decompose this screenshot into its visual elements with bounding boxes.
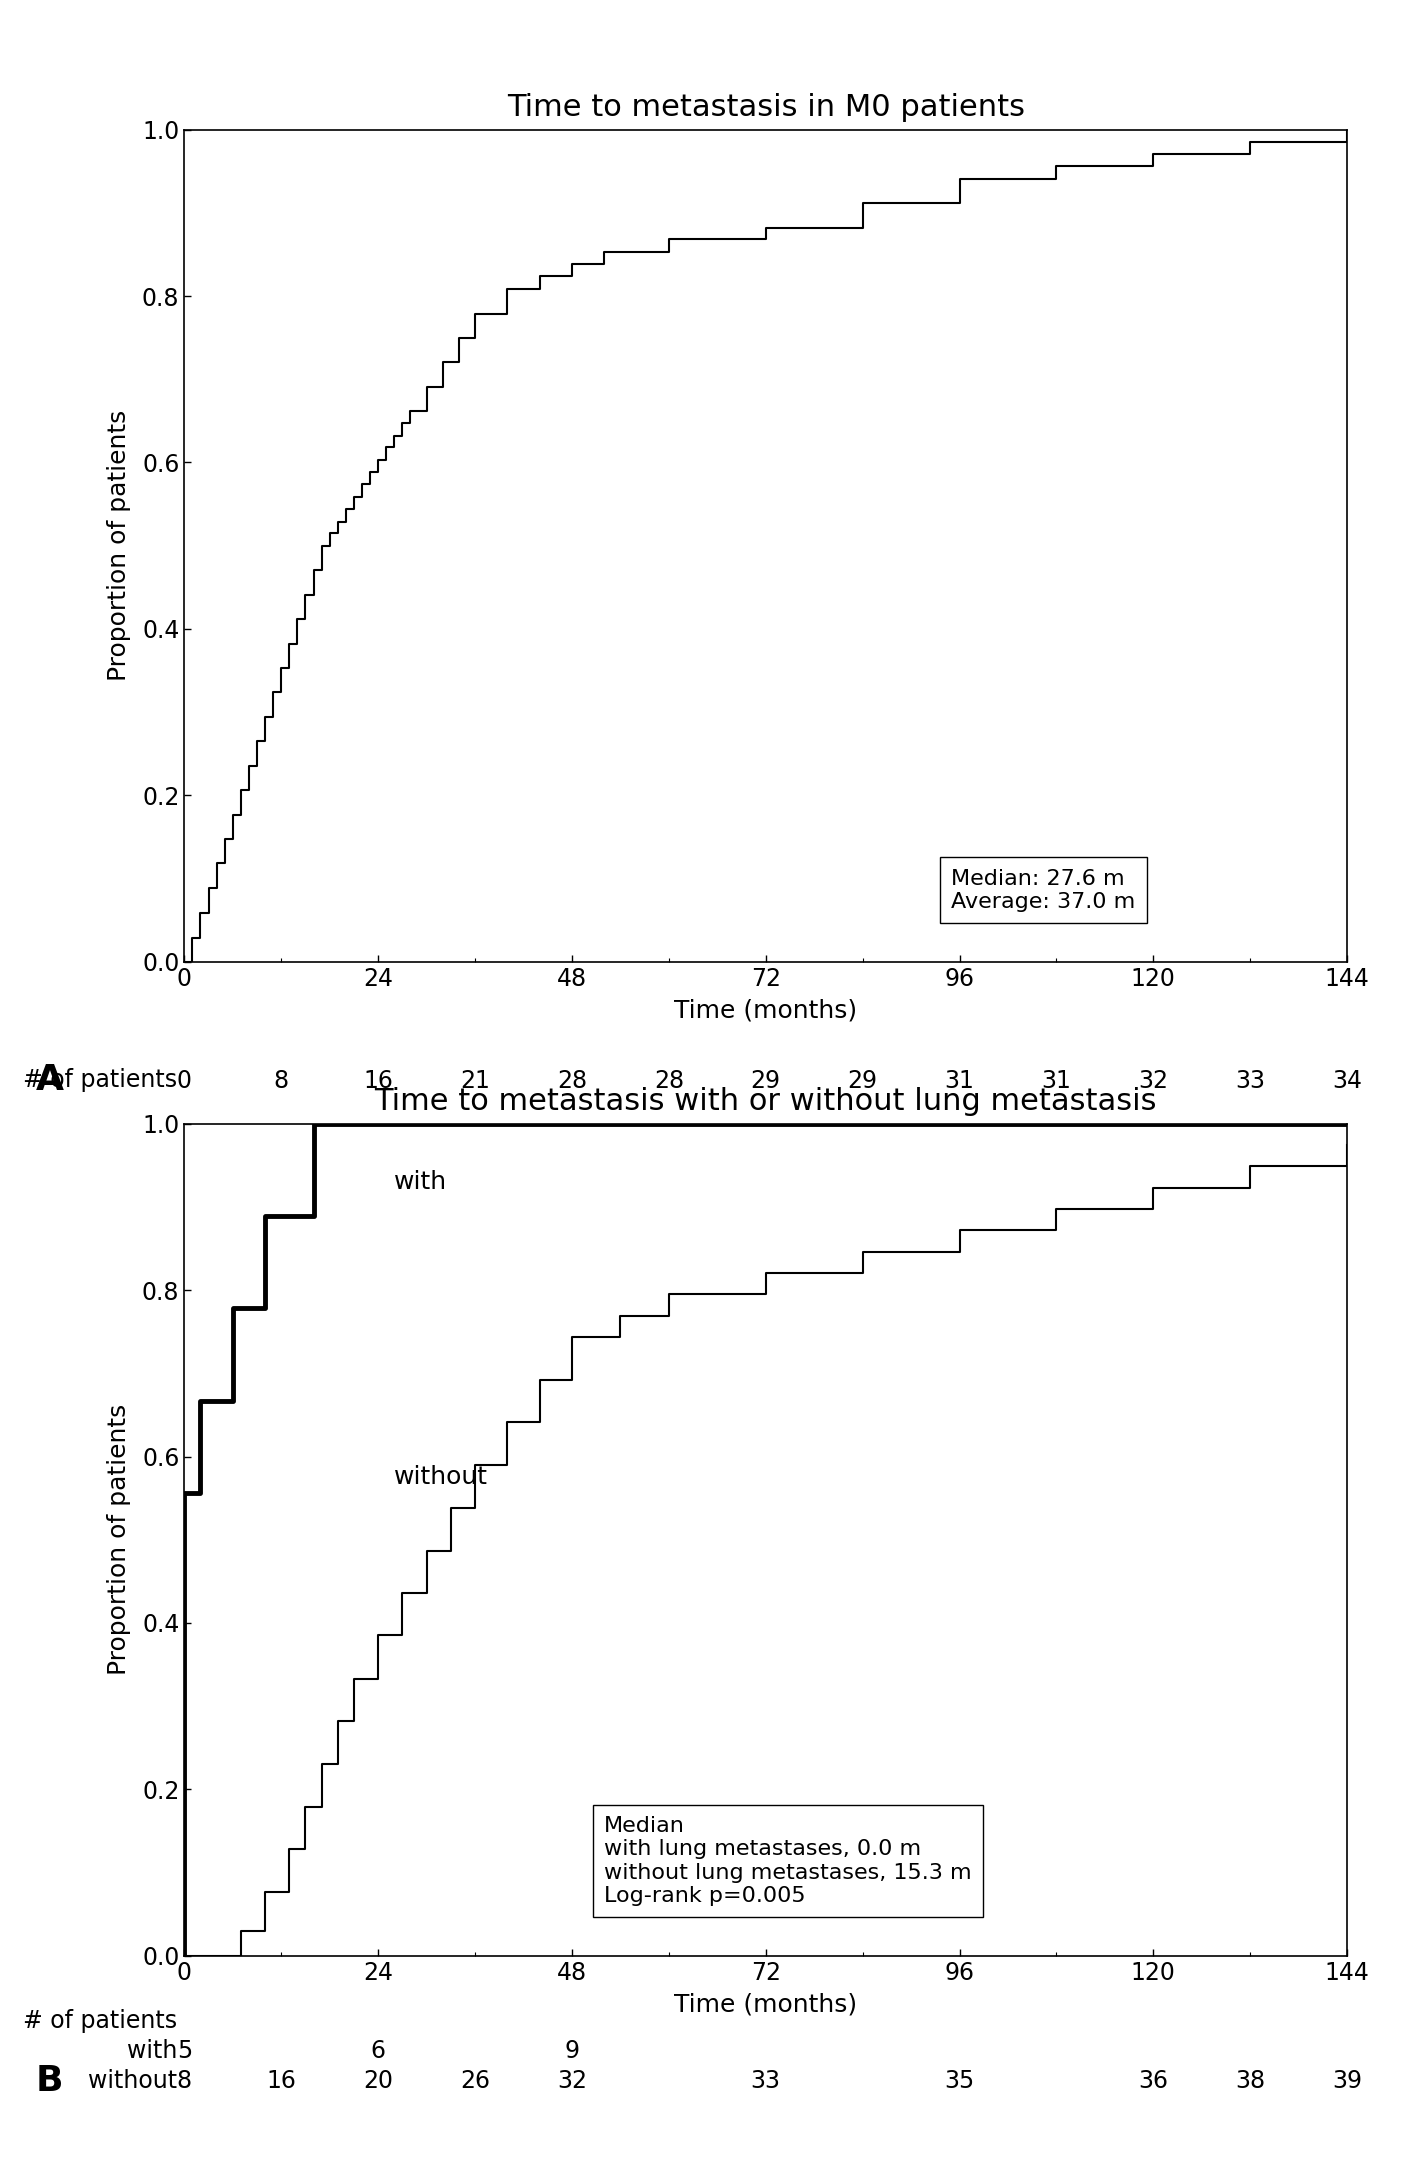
Text: 39: 39 — [1332, 2068, 1363, 2094]
Text: 28: 28 — [557, 1068, 587, 1093]
Text: 38: 38 — [1235, 2068, 1265, 2094]
Text: 36: 36 — [1139, 2068, 1168, 2094]
Text: # of patients: # of patients — [23, 1068, 177, 1093]
Text: without: without — [394, 1465, 488, 1489]
Text: 28: 28 — [654, 1068, 683, 1093]
Text: 16: 16 — [267, 2068, 296, 2094]
Text: 9: 9 — [564, 2038, 580, 2064]
Y-axis label: Proportion of patients: Proportion of patients — [106, 411, 130, 681]
Text: # of patients: # of patients — [23, 2008, 177, 2034]
Text: A: A — [35, 1063, 64, 1098]
Text: 8: 8 — [177, 2068, 191, 2094]
X-axis label: Time (months): Time (months) — [674, 998, 858, 1022]
Text: B: B — [35, 2064, 62, 2098]
Text: 31: 31 — [944, 1068, 974, 1093]
Y-axis label: Proportion of patients: Proportion of patients — [106, 1405, 130, 1675]
Text: 32: 32 — [1139, 1068, 1168, 1093]
Text: without: without — [88, 2068, 177, 2094]
Title: Time to metastasis in M0 patients: Time to metastasis in M0 patients — [506, 93, 1025, 121]
Text: 32: 32 — [557, 2068, 587, 2094]
Title: Time to metastasis with or without lung metastasis: Time to metastasis with or without lung … — [374, 1087, 1157, 1115]
Text: 29: 29 — [750, 1068, 781, 1093]
Text: 21: 21 — [459, 1068, 491, 1093]
Text: 34: 34 — [1332, 1068, 1363, 1093]
X-axis label: Time (months): Time (months) — [674, 1992, 858, 2016]
Text: 20: 20 — [363, 2068, 393, 2094]
Text: 0: 0 — [177, 1068, 191, 1093]
Text: with: with — [126, 2038, 177, 2064]
Text: 33: 33 — [750, 2068, 781, 2094]
Text: with: with — [394, 1169, 448, 1195]
Text: 33: 33 — [1235, 1068, 1265, 1093]
Text: 26: 26 — [459, 2068, 491, 2094]
Text: 29: 29 — [848, 1068, 878, 1093]
Text: 5: 5 — [177, 2038, 191, 2064]
Text: 8: 8 — [274, 1068, 289, 1093]
Text: 6: 6 — [370, 2038, 386, 2064]
Text: 35: 35 — [944, 2068, 974, 2094]
Text: 31: 31 — [1041, 1068, 1072, 1093]
Text: Median: 27.6 m
Average: 37.0 m: Median: 27.6 m Average: 37.0 m — [951, 869, 1136, 912]
Text: Median
with lung metastases, 0.0 m
without lung metastases, 15.3 m
Log-rank p=0.: Median with lung metastases, 0.0 m witho… — [604, 1815, 971, 1906]
Text: 16: 16 — [363, 1068, 393, 1093]
